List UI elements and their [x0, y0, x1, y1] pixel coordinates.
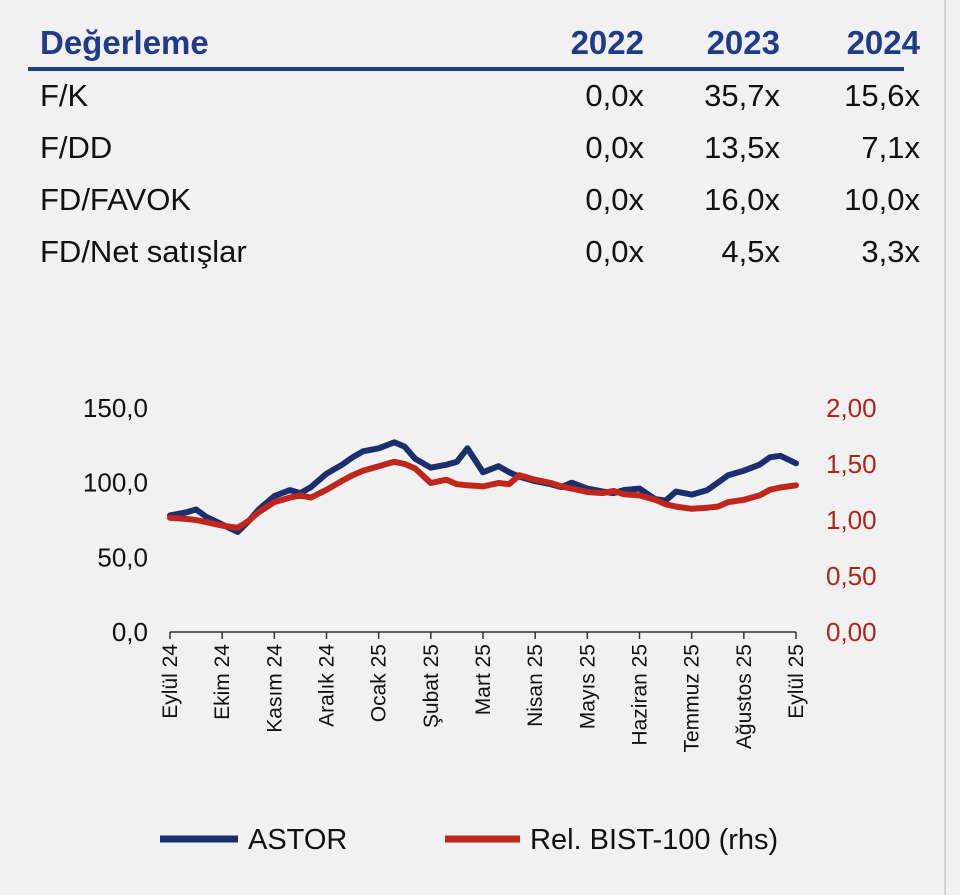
row-label: FD/FAVOK [40, 182, 192, 217]
valuation-table: Değerleme 2022 2023 2024 F/K 0,0x 35,7x … [40, 18, 920, 278]
x-tick-label: Mart 25 [472, 644, 495, 715]
row-value-2023: 4,5x [721, 234, 780, 269]
row-value-2023: 35,7x [704, 78, 780, 113]
row-value-2024: 3,3x [861, 234, 920, 269]
y-right-tick-label: 0,00 [826, 617, 877, 647]
legend-label-astor: ASTOR [248, 824, 347, 856]
row-value-2023: 13,5x [704, 130, 780, 165]
x-tick-label: Ocak 25 [368, 644, 391, 722]
row-value-2022: 0,0x [585, 234, 644, 269]
row-value-2022: 0,0x [585, 182, 644, 217]
y-left-tick-label: 150,0 [83, 393, 148, 423]
row-label: F/K [40, 78, 89, 113]
x-tick-label: Temmuz 25 [681, 644, 704, 753]
y-left-tick-label: 50,0 [97, 542, 148, 572]
x-tick-label: Kasım 24 [263, 644, 286, 733]
header-year-2022: 2022 [570, 24, 644, 61]
row-value-2024: 15,6x [844, 78, 920, 113]
y-left-tick-label: 100,0 [83, 468, 148, 498]
header-label: Değerleme [40, 24, 209, 61]
row-label: F/DD [40, 130, 113, 165]
table-row: F/K 0,0x 35,7x 15,6x [40, 70, 920, 122]
legend-label-rel-bist100: Rel. BIST-100 (rhs) [530, 824, 778, 856]
valuation-table-header: Değerleme 2022 2023 2024 [40, 18, 920, 70]
x-tick-label: Ağustos 25 [733, 644, 756, 749]
table-header-rule [28, 67, 904, 71]
page-right-border [944, 0, 946, 895]
x-tick-label: Ekim 24 [211, 644, 234, 720]
row-value-2023: 16,0x [704, 182, 780, 217]
y-right-tick-label: 1,50 [826, 449, 877, 479]
series-line-astor [167, 439, 799, 535]
x-tick-label: Eylül 25 [785, 644, 808, 719]
table-row: F/DD 0,0x 13,5x 7,1x [40, 122, 920, 174]
row-value-2024: 7,1x [861, 130, 920, 165]
row-value-2024: 10,0x [844, 182, 920, 217]
table-row: FD/FAVOK 0,0x 16,0x 10,0x [40, 174, 920, 226]
table-row: FD/Net satışlar 0,0x 4,5x 3,3x [40, 226, 920, 278]
header-year-2023: 2023 [706, 24, 780, 61]
x-tick-label: Nisan 25 [524, 644, 547, 727]
row-value-2022: 0,0x [585, 130, 644, 165]
y-right-tick-label: 2,00 [826, 393, 877, 423]
series-line-rel-bist100 [167, 458, 799, 531]
y-right-tick-label: 1,00 [826, 505, 877, 535]
x-tick-label: Eylül 24 [159, 644, 182, 719]
y-right-tick-label: 0,50 [826, 561, 877, 591]
header-year-2024: 2024 [846, 24, 920, 61]
x-tick-label: Mayıs 25 [576, 644, 599, 729]
stock-price-chart: 0,0 50,0 100,0 150,0 0,00 0,50 1,00 1,50 2,00 Eyl… [83, 393, 877, 856]
x-tick-label: Aralık 24 [316, 644, 339, 727]
row-label: FD/Net satışlar [40, 234, 247, 269]
row-value-2022: 0,0x [585, 78, 644, 113]
x-tick-label: Haziran 25 [629, 644, 652, 746]
y-left-tick-label: 0,0 [112, 617, 148, 647]
x-tick-label: Şubat 25 [420, 644, 443, 728]
